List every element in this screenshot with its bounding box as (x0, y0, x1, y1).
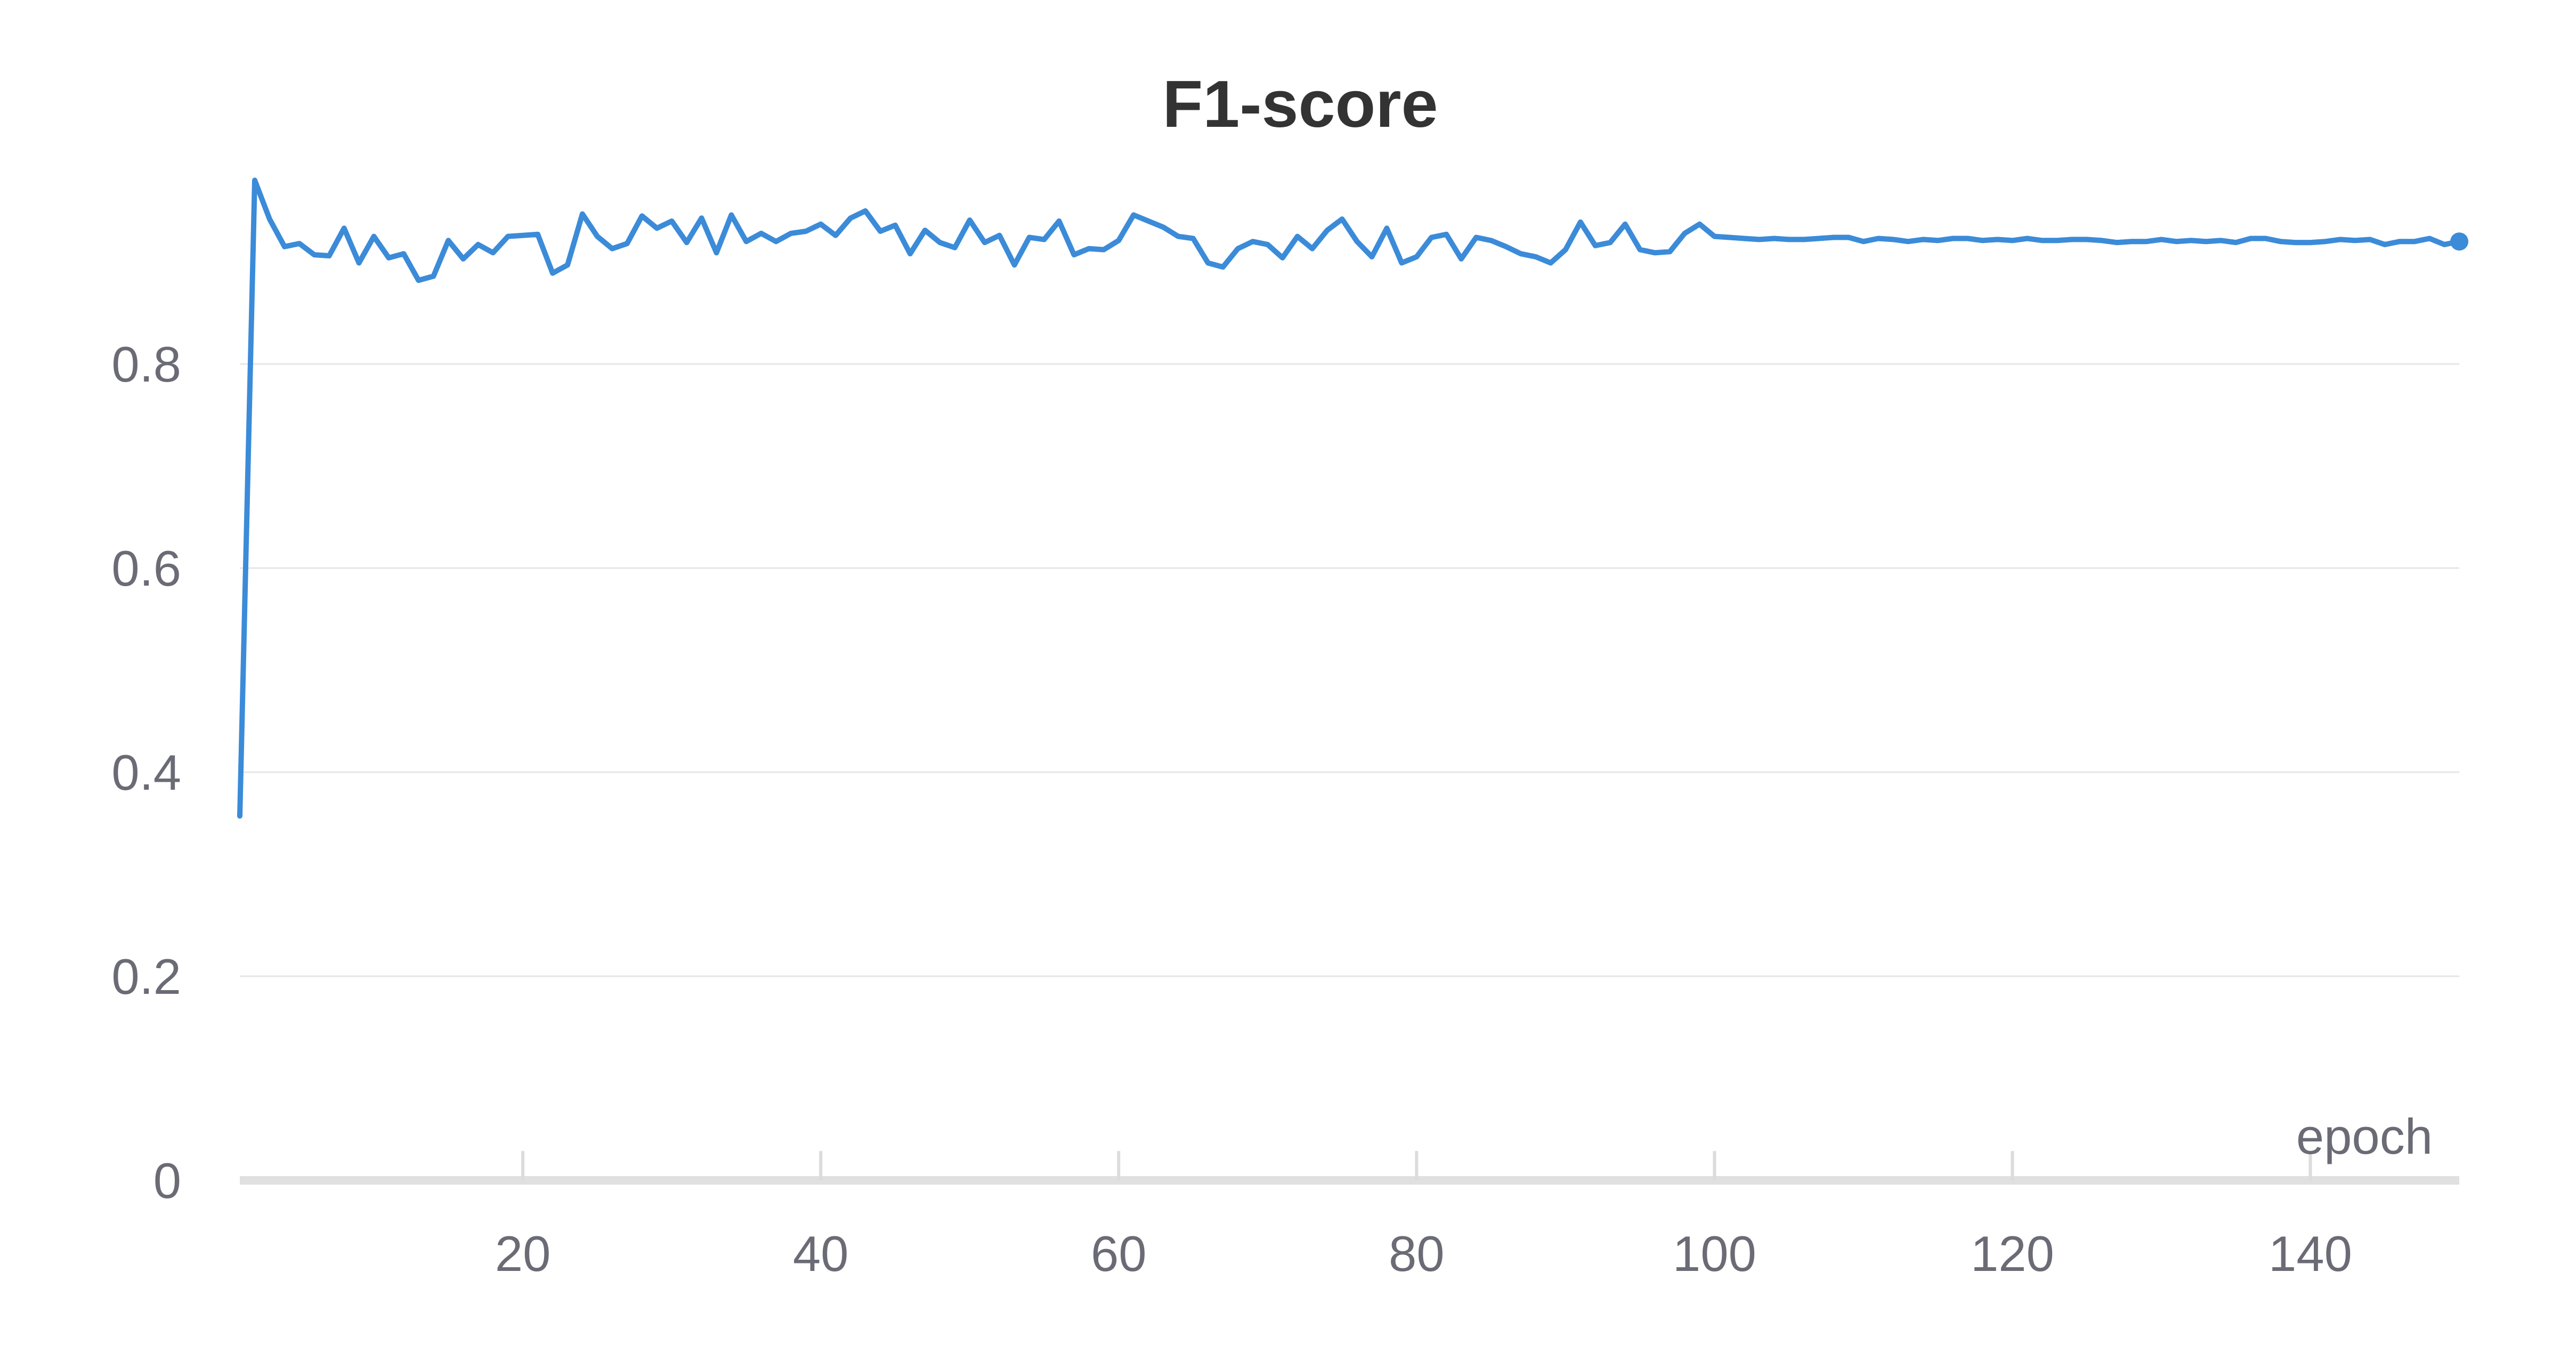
x-tick-label: 80 (1389, 1226, 1445, 1282)
x-axis-tick-labels: 20 40 60 80 100 120 140 (495, 1226, 2352, 1282)
x-axis-ticks (521, 1151, 2312, 1180)
series-group (237, 177, 2468, 819)
y-tick-label: 0.8 (111, 336, 181, 392)
y-tick-label: 0.6 (111, 540, 181, 596)
x-tick-label: 100 (1673, 1226, 1756, 1282)
chart-title: F1-score (1163, 68, 1438, 141)
x-axis-label: epoch (2296, 1108, 2433, 1164)
y-tick-label: 0.2 (111, 949, 181, 1004)
x-tick-label: 140 (2269, 1226, 2352, 1282)
series-end-marker (2450, 232, 2468, 251)
x-tick-label: 40 (793, 1226, 849, 1282)
x-tick-label: 60 (1091, 1226, 1147, 1282)
y-tick-label: 0.4 (111, 744, 181, 800)
series-line (237, 177, 2462, 819)
y-axis-tick-labels: 0 0.2 0.4 0.6 0.8 (111, 336, 181, 1209)
y-tick-label: 0 (153, 1153, 181, 1209)
gridlines (240, 363, 2459, 977)
x-tick-label: 20 (495, 1226, 551, 1282)
x-tick-label: 120 (1971, 1226, 2054, 1282)
